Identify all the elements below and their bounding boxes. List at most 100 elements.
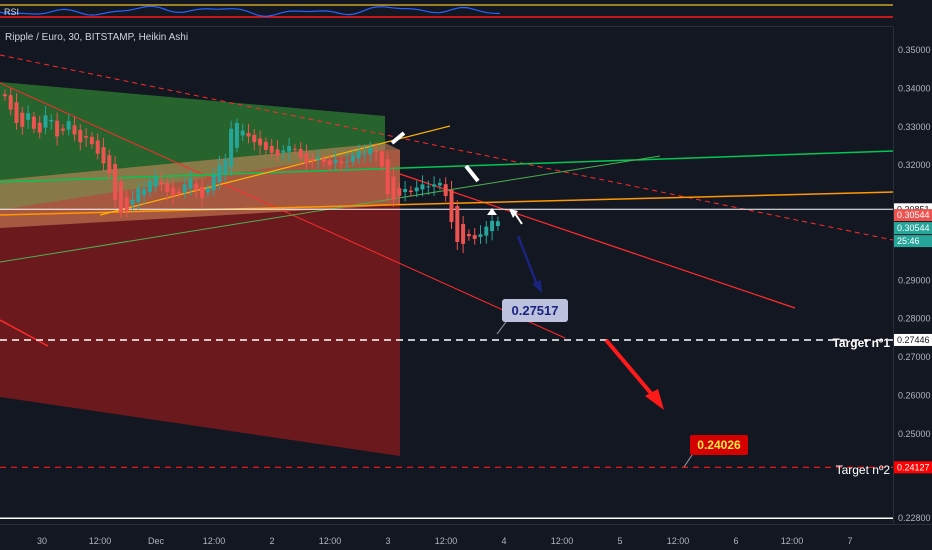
candle-down: [194, 183, 199, 191]
price-badge-text: 25:46: [897, 236, 920, 246]
candle-down: [171, 187, 176, 196]
candle-down: [449, 190, 454, 223]
candle-up: [130, 199, 135, 205]
candle-up: [362, 153, 367, 155]
candle-down: [321, 158, 326, 163]
time-tick-label: Dec: [148, 536, 165, 546]
candle-down: [310, 158, 315, 161]
candle-down: [31, 116, 36, 129]
white-marker-1: [390, 131, 406, 145]
candle-up: [211, 174, 216, 191]
time-axis[interactable]: [0, 524, 932, 550]
orange-trendline: [0, 191, 894, 216]
time-tick-label: 2: [269, 536, 274, 546]
white-marker-3-head: [509, 209, 518, 218]
price-badge-text: 0.27446: [897, 335, 930, 345]
candle-up: [350, 155, 355, 162]
callout-2-text: 0.24026: [697, 438, 741, 452]
time-tick-label: 7: [847, 536, 852, 546]
callout-2-box[interactable]: [690, 435, 748, 455]
price-tick-label: 0.35000: [898, 45, 931, 55]
candle-up: [142, 189, 147, 196]
candle-up: [484, 226, 489, 236]
price-badge-bg: [894, 222, 932, 235]
candle-down: [8, 95, 13, 110]
candle-up: [43, 115, 48, 128]
blue-arrow-head: [532, 280, 542, 293]
red-projection-arrow: [604, 338, 657, 400]
candle-down: [113, 164, 118, 200]
candle-up: [495, 221, 500, 226]
candle-down: [95, 140, 100, 154]
candle-down: [472, 235, 477, 239]
candle-down: [165, 183, 170, 193]
candle-up: [420, 184, 425, 190]
candle-up: [223, 159, 228, 174]
price-badge-bg: [894, 235, 932, 248]
candle-down: [20, 112, 25, 127]
time-tick-label: 12:00: [89, 536, 112, 546]
green-trendline: [0, 150, 894, 183]
candle-down: [339, 161, 344, 163]
candle-down: [466, 233, 471, 237]
candle-down: [385, 159, 390, 195]
candle-up: [403, 189, 408, 193]
candle-up: [234, 123, 239, 148]
candle-down: [269, 145, 274, 153]
callout-1-text: 0.27517: [512, 303, 559, 318]
price-badge-bg: [894, 333, 932, 346]
candle-down: [408, 190, 413, 193]
price-tick-label: 0.28000: [898, 314, 931, 324]
candle-down: [258, 138, 263, 146]
time-tick-label: 12:00: [319, 536, 342, 546]
price-tick-label: 0.27000: [898, 352, 931, 362]
time-tick-label: 12:00: [781, 536, 804, 546]
candles-group: [2, 88, 500, 254]
time-tick-label: 12:00: [435, 536, 458, 546]
candle-down: [84, 136, 89, 138]
rsi-line: [0, 5, 501, 17]
candle-down: [304, 153, 309, 164]
candle-down: [391, 176, 396, 200]
candle-up: [147, 181, 152, 193]
candle-down: [298, 148, 303, 159]
target-2-label: Target nº2: [836, 463, 891, 477]
candle-down: [176, 191, 181, 194]
price-badge-text: 0.24127: [897, 462, 930, 472]
candle-down: [292, 148, 297, 150]
candle-up: [240, 130, 245, 136]
candle-up: [437, 182, 442, 186]
time-tick-label: 12:00: [551, 536, 574, 546]
candle-up: [229, 128, 234, 167]
candle-up: [432, 184, 437, 187]
callout-1-box[interactable]: [502, 299, 568, 322]
candle-down: [107, 155, 112, 173]
symbol-title: Ripple / Euro, 30, BITSTAMP, Heikin Ashi: [5, 32, 189, 43]
candle-up: [478, 234, 483, 237]
candle-up: [182, 184, 187, 193]
time-tick-label: 12:00: [667, 536, 690, 546]
candle-down: [455, 206, 460, 242]
rsi-label: RSI: [4, 7, 20, 17]
candle-down: [263, 141, 268, 150]
candle-up: [136, 188, 141, 203]
candle-up: [490, 220, 495, 232]
price-ticks-group: 0.35000 0.34000 0.33000 0.32000 0.29000 0.280…: [898, 45, 931, 523]
price-badge: 0.30544: [894, 209, 932, 222]
time-ticks-group: 30 12:00 Dec 12:00 2 12:00 3 12:00 4 12:00 5 12:00 6…: [37, 536, 853, 546]
time-tick-label: 3: [385, 536, 390, 546]
time-tick-label: 6: [733, 536, 738, 546]
price-axis[interactable]: [893, 27, 932, 524]
candle-up: [66, 121, 71, 130]
time-tick-label: 30: [37, 536, 47, 546]
price-tick-label: 0.22800: [898, 513, 931, 523]
price-badge-bg: [894, 461, 932, 474]
red-channel-lower: [399, 173, 796, 309]
candle-down: [379, 151, 384, 167]
candle-up: [217, 165, 222, 183]
red-arrow-head: [645, 389, 664, 410]
candle-up: [287, 146, 292, 152]
candle-down: [443, 184, 448, 196]
price-badge: 0.30544: [894, 222, 932, 235]
